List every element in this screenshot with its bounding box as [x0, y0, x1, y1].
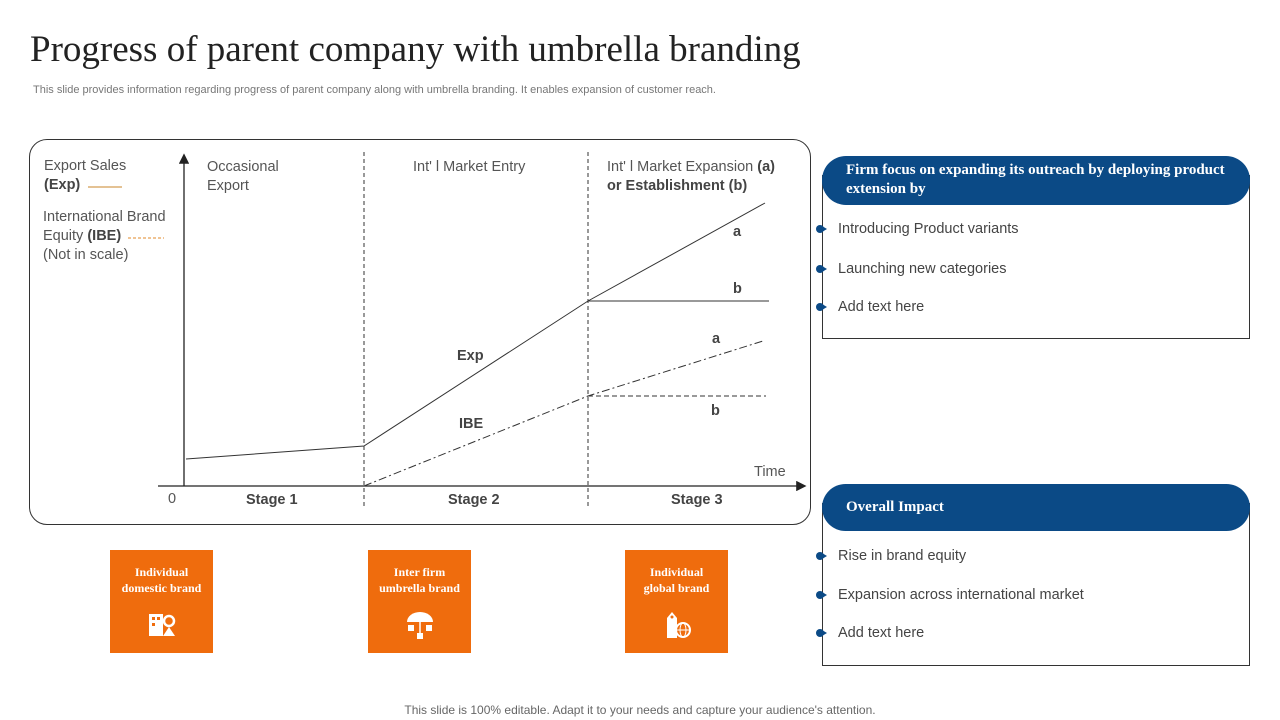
page-title: Progress of parent company with umbrella… [30, 29, 801, 70]
ibe-b-label: b [711, 403, 720, 419]
building-location-icon [148, 614, 175, 636]
tag-globe-icon [666, 612, 691, 638]
ibe-line-label: IBE [459, 416, 484, 432]
origin-label: 0 [168, 491, 177, 507]
brand-card-domestic: Individual domestic brand [110, 550, 213, 653]
bullet-icon [816, 591, 827, 599]
impact-header: Overall Impact [822, 484, 1250, 531]
umbrella-boxes-icon [406, 612, 433, 639]
stage-label: Stage 3 [671, 492, 723, 508]
phase-market-expansion: Int' l Market Expansion (a) or Establishm… [607, 159, 775, 194]
phase-market-entry: Int' l Market Entry [413, 159, 526, 175]
x-axis-label: Time [754, 464, 786, 480]
brand-card-umbrella: Inter firm umbrella brand [368, 550, 471, 653]
focus-header: Firm focus on expanding its outreach by … [822, 156, 1250, 205]
subtitle: This slide provides information regardin… [33, 84, 716, 96]
legend-ibe: International Brand Equity (IBE) (Not in s… [43, 209, 166, 263]
legend-exp: Export Sales (Exp) [44, 158, 127, 193]
ibe-a-label: a [712, 331, 721, 347]
exp-line [185, 202, 766, 460]
diagram-frame [29, 139, 811, 525]
bullet-icon [816, 265, 827, 273]
list-item: Add text here [816, 625, 924, 641]
list-item: Expansion across international market [816, 587, 1084, 603]
list-item: Add text here [816, 299, 924, 315]
bullet-icon [816, 552, 827, 560]
brand-card-global: Individual global brand [625, 550, 728, 653]
ibe-line [363, 340, 764, 487]
phase-occasional-export: Occasional Export [207, 159, 279, 194]
bullet-icon [816, 303, 827, 311]
list-item: Rise in brand equity [816, 548, 966, 564]
exp-b-label: b [733, 281, 742, 297]
list-item: Introducing Product variants [816, 221, 1019, 237]
bullet-icon [816, 225, 827, 233]
stage-label: Stage 2 [448, 492, 500, 508]
list-item: Launching new categories [816, 261, 1006, 277]
stage-label: Stage 1 [246, 492, 298, 508]
footer-note: This slide is 100% editable. Adapt it to… [404, 703, 876, 717]
exp-line-label: Exp [457, 348, 484, 364]
exp-a-label: a [733, 224, 742, 240]
bullet-icon [816, 629, 827, 637]
